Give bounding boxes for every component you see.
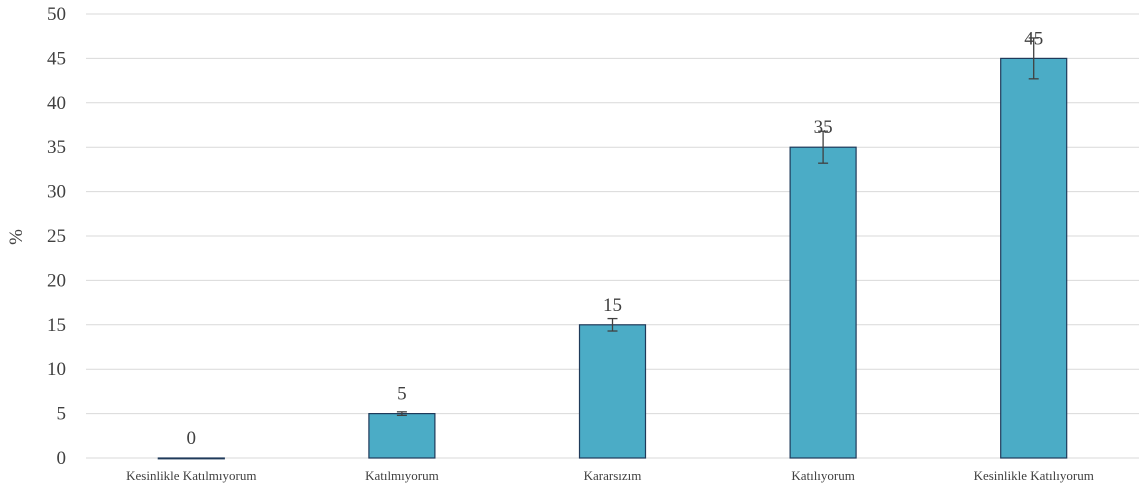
y-tick-label: 45: [47, 48, 66, 69]
error-bars: [396, 37, 1039, 417]
x-category-label: Kesinlikle Katılmıyorum: [126, 468, 256, 483]
error-bar: [818, 130, 829, 164]
data-label: 5: [397, 384, 407, 405]
y-tick-label: 40: [47, 93, 66, 114]
data-label: 15: [603, 295, 622, 316]
x-axis-categories: Kesinlikle Katılmıyorum Katılmıyorum Karar…: [126, 468, 1094, 483]
error-bar: [396, 411, 407, 417]
gridlines: [86, 13, 1139, 459]
bar: [789, 146, 857, 459]
data-label: 35: [814, 117, 833, 138]
bar: [1000, 57, 1068, 459]
bars: [157, 57, 1068, 460]
y-tick-label: 5: [57, 404, 67, 425]
y-tick-label: 30: [47, 182, 66, 203]
data-label: 0: [187, 428, 197, 449]
y-tick-label: 50: [47, 4, 66, 25]
y-axis-title: %: [6, 229, 27, 245]
x-category-label: Katılmıyorum: [365, 468, 439, 483]
x-category-label: Kararsızım: [584, 468, 642, 483]
y-tick-label: 20: [47, 270, 66, 291]
y-axis-ticks: 0 5 10 15 20 25 30 35 40 45 50: [47, 4, 66, 469]
y-tick-label: 35: [47, 137, 66, 158]
bar: [368, 413, 436, 459]
y-tick-label: 25: [47, 226, 66, 247]
y-tick-label: 0: [57, 448, 67, 469]
data-labels: 0 5 15 35 45: [187, 28, 1044, 449]
x-category-label: Kesinlikle Katılıyorum: [974, 468, 1094, 483]
error-bar: [1028, 37, 1039, 80]
error-bar: [607, 317, 618, 332]
bar: [157, 457, 225, 460]
data-label: 45: [1024, 28, 1043, 49]
y-tick-label: 15: [47, 315, 66, 336]
bar: [578, 324, 647, 459]
x-category-label: Katılıyorum: [791, 468, 855, 483]
y-tick-label: 10: [47, 359, 66, 380]
